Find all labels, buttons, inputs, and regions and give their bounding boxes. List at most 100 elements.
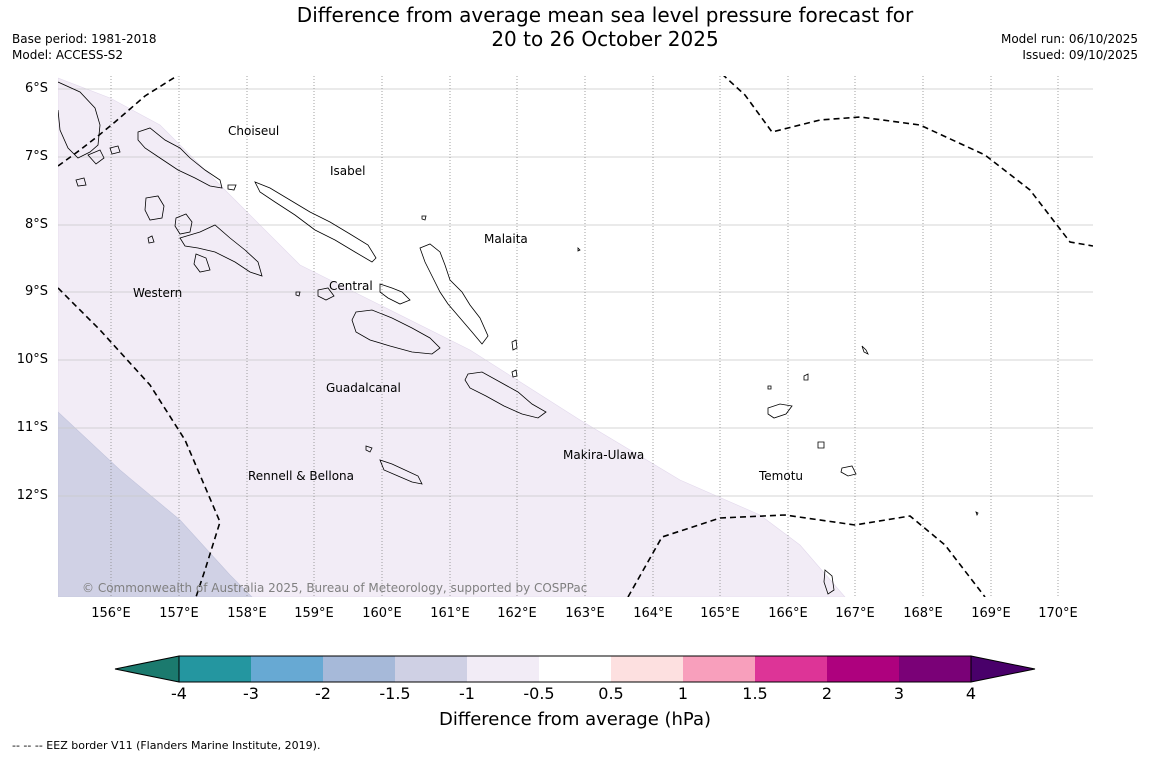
colorbar-seg xyxy=(827,656,899,682)
island-small-mk xyxy=(511,369,518,378)
island-ulawa xyxy=(511,339,518,351)
island-small-t xyxy=(975,511,979,517)
anomaly-band-minus-0-5 xyxy=(58,77,846,597)
cb-tick: 0.5 xyxy=(598,684,624,703)
island-utupua xyxy=(817,441,825,449)
lat-label-7s: 7°S xyxy=(24,149,48,164)
lat-label-6s: 6°S xyxy=(24,81,48,96)
eez-border-north-east xyxy=(723,76,1093,247)
chart-title: Difference from average mean sea level p… xyxy=(200,3,1010,51)
island-small-ng xyxy=(147,235,155,244)
island-vanikoro xyxy=(840,465,857,477)
island-russell xyxy=(317,287,335,301)
cb-tick: -1 xyxy=(459,684,475,703)
model-name: Model: ACCESS-S2 xyxy=(12,48,124,62)
lat-label-10s: 10°S xyxy=(16,352,48,367)
base-period: Base period: 1981-2018 xyxy=(12,32,157,46)
colorbar xyxy=(114,655,1036,683)
island-small-w2 xyxy=(109,145,121,155)
label-guadalcanal: Guadalcanal xyxy=(326,381,401,395)
cb-tick: 3 xyxy=(893,684,905,703)
label-malaita: Malaita xyxy=(484,232,528,246)
lon-label-161e: 161°E xyxy=(430,606,470,621)
lon-label-156e: 156°E xyxy=(91,606,131,621)
eez-border-west xyxy=(58,287,221,597)
island-small-w xyxy=(75,177,87,187)
label-temotu: Temotu xyxy=(758,469,803,483)
island-malaita xyxy=(419,243,489,345)
colorbar-extend-high xyxy=(970,655,1036,683)
island-kolombangara xyxy=(174,213,193,235)
lon-label-165e: 165°E xyxy=(700,606,740,621)
island-vella-lavella xyxy=(144,195,165,221)
forecast-map: Choiseul Isabel Malaita Western Central … xyxy=(58,76,1093,597)
colorbar-seg xyxy=(539,656,611,682)
island-florida xyxy=(379,283,411,305)
label-rennell-bellona: Rennell & Bellona xyxy=(248,469,354,483)
issued-date: Issued: 09/10/2025 xyxy=(1022,48,1138,62)
label-makira-ulawa: Makira-Ulawa xyxy=(563,448,644,462)
title-line-2: 20 to 26 October 2025 xyxy=(491,27,719,51)
colorbar-seg xyxy=(611,656,683,682)
cb-tick: -4 xyxy=(171,684,187,703)
island-santa-cruz xyxy=(767,403,793,419)
colorbar-seg xyxy=(899,656,971,682)
meta-right: Model run: 06/10/2025 Issued: 09/10/2025 xyxy=(1001,31,1138,63)
lon-label-157e: 157°E xyxy=(159,606,199,621)
lon-label-159e: 159°E xyxy=(294,606,334,621)
lat-label-11s: 11°S xyxy=(16,420,48,435)
label-isabel: Isabel xyxy=(330,164,365,178)
province-labels: Choiseul Isabel Malaita Western Central … xyxy=(133,124,803,483)
colorbar-outline xyxy=(178,655,972,683)
cb-tick: -0.5 xyxy=(523,684,555,703)
lon-label-169e: 169°E xyxy=(971,606,1011,621)
island-small-e xyxy=(577,247,581,252)
anomaly-band-minus-1 xyxy=(58,411,253,597)
colorbar-seg xyxy=(395,656,467,682)
lon-label-168e: 168°E xyxy=(903,606,943,621)
meta-left: Base period: 1981-2018 Model: ACCESS-S2 xyxy=(12,31,157,63)
eez-border-north-west xyxy=(58,76,179,167)
colorbar-title: Difference from average (hPa) xyxy=(438,709,712,730)
eez-borders xyxy=(58,76,1093,597)
eez-legend-note: -- -- -- EEZ border V11 (Flanders Marine… xyxy=(12,739,321,752)
lon-label-167e: 167°E xyxy=(835,606,875,621)
model-run: Model run: 06/10/2025 xyxy=(1000,32,1138,46)
island-rennell xyxy=(379,459,423,485)
island-choiseul xyxy=(137,127,223,189)
colorbar-seg xyxy=(251,656,323,682)
colorbar-seg xyxy=(467,656,539,682)
cb-tick: -1.5 xyxy=(379,684,411,703)
label-central: Central xyxy=(329,279,373,293)
coastlines xyxy=(58,81,979,595)
colorbar-seg xyxy=(755,656,827,682)
cb-tick: -3 xyxy=(243,684,259,703)
label-western: Western xyxy=(133,286,182,300)
island-new-georgia xyxy=(179,224,263,277)
colorbar-seg xyxy=(323,656,395,682)
label-choiseul: Choiseul xyxy=(228,124,279,138)
island-makira xyxy=(464,371,547,419)
lon-label-166e: 166°E xyxy=(768,606,808,621)
lat-label-12s: 12°S xyxy=(16,488,48,503)
lon-label-170e: 170°E xyxy=(1038,606,1078,621)
colorbar-seg xyxy=(179,656,251,682)
island-shortlands xyxy=(87,149,105,165)
latitude-gridlines xyxy=(58,88,1093,497)
cb-tick: -2 xyxy=(315,684,331,703)
island-bougainville xyxy=(58,81,101,159)
island-rendova xyxy=(193,253,211,273)
island-small-c xyxy=(295,291,301,297)
cb-tick: 1 xyxy=(677,684,689,703)
island-isabel xyxy=(254,181,377,263)
island-guadalcanal xyxy=(351,309,441,355)
colorbar-seg xyxy=(683,656,755,682)
copyright-notice: © Commonwealth of Australia 2025, Bureau… xyxy=(82,581,587,595)
island-reef xyxy=(803,373,809,381)
lat-label-8s: 8°S xyxy=(24,217,48,232)
lon-label-163e: 163°E xyxy=(565,606,605,621)
island-duff xyxy=(861,345,869,355)
lat-label-9s: 9°S xyxy=(24,284,48,299)
lon-label-158e: 158°E xyxy=(227,606,267,621)
island-small-m xyxy=(421,215,427,221)
